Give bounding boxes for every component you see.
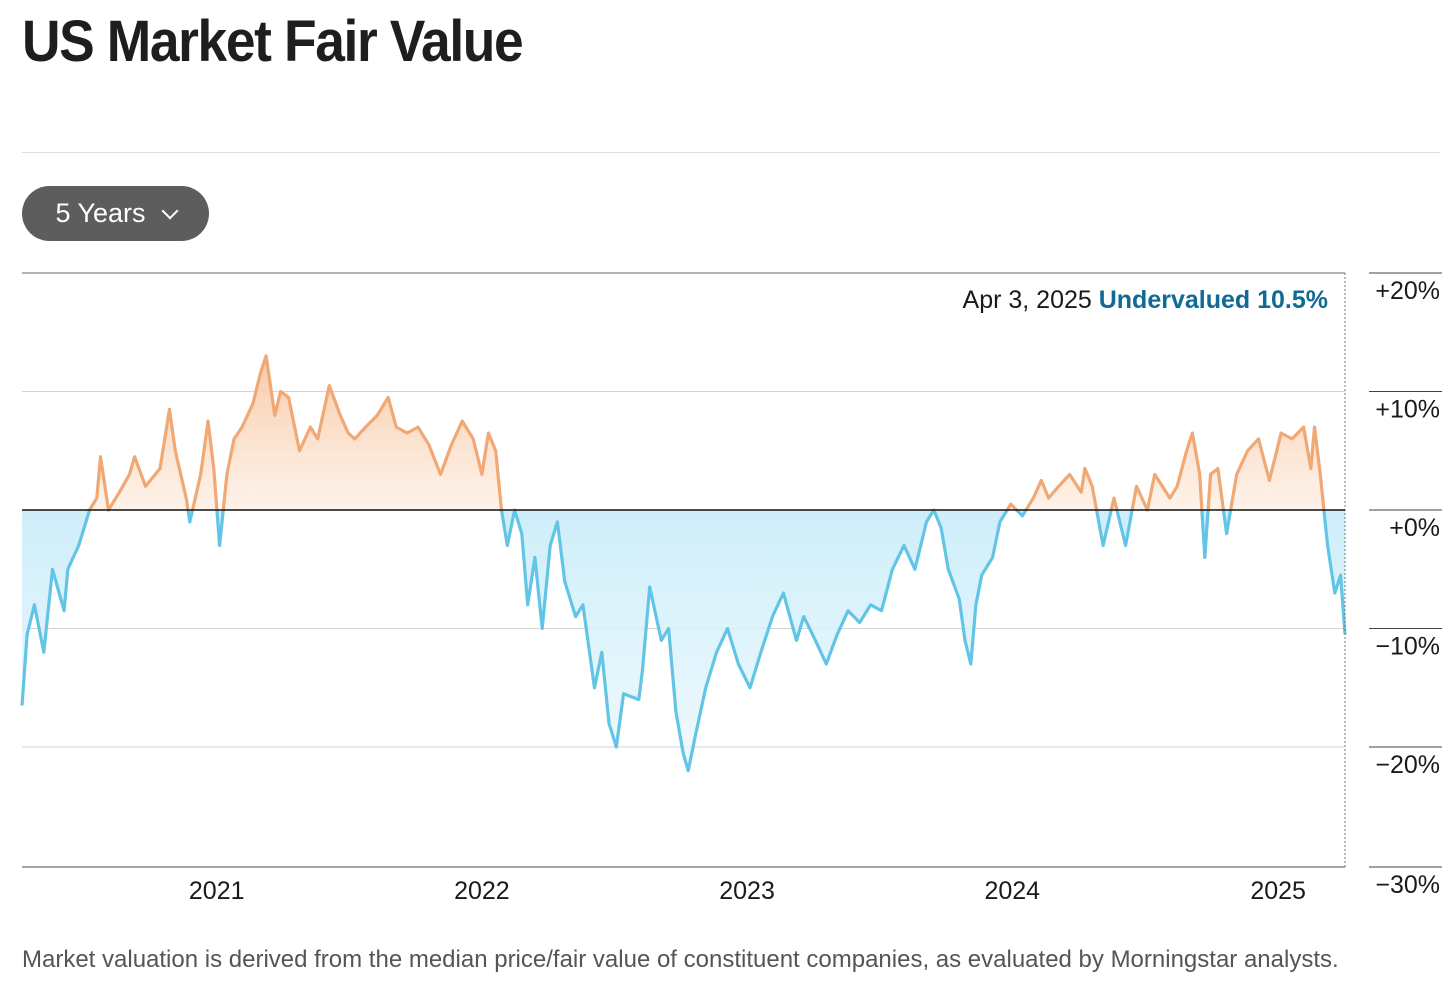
y-tick-label: +0% [1389, 514, 1440, 542]
annotation-date: Apr 3, 2025 [962, 286, 1092, 314]
undervalued-area [22, 510, 1345, 771]
overvalued-area [22, 355, 1345, 510]
y-tick-label: +20% [1375, 277, 1440, 305]
y-tick-label: −10% [1375, 633, 1440, 661]
header-divider [22, 152, 1440, 153]
x-tick-label: 2023 [719, 877, 775, 905]
x-tick-label: 2022 [454, 877, 510, 905]
time-range-label: 5 Years [55, 198, 146, 228]
series-line-overvalued [87, 354, 1326, 510]
latest-value-annotation: Apr 3, 2025 Undervalued 10.5% [963, 286, 1328, 315]
x-tick-label: 2024 [984, 877, 1040, 905]
x-tick-label: 2021 [189, 877, 245, 905]
y-tick-label: +10% [1375, 396, 1440, 424]
x-tick-label: 2025 [1250, 877, 1306, 905]
series-line-undervalued [20, 510, 1347, 773]
annotation-status: Undervalued 10.5% [1098, 286, 1328, 314]
y-tick-label: −30% [1375, 871, 1440, 899]
footnote: Market valuation is derived from the med… [22, 946, 1339, 973]
y-tick-label: −20% [1375, 751, 1440, 779]
time-range-dropdown[interactable]: 5 Years [22, 186, 209, 241]
page-title: US Market Fair Value [22, 9, 524, 74]
